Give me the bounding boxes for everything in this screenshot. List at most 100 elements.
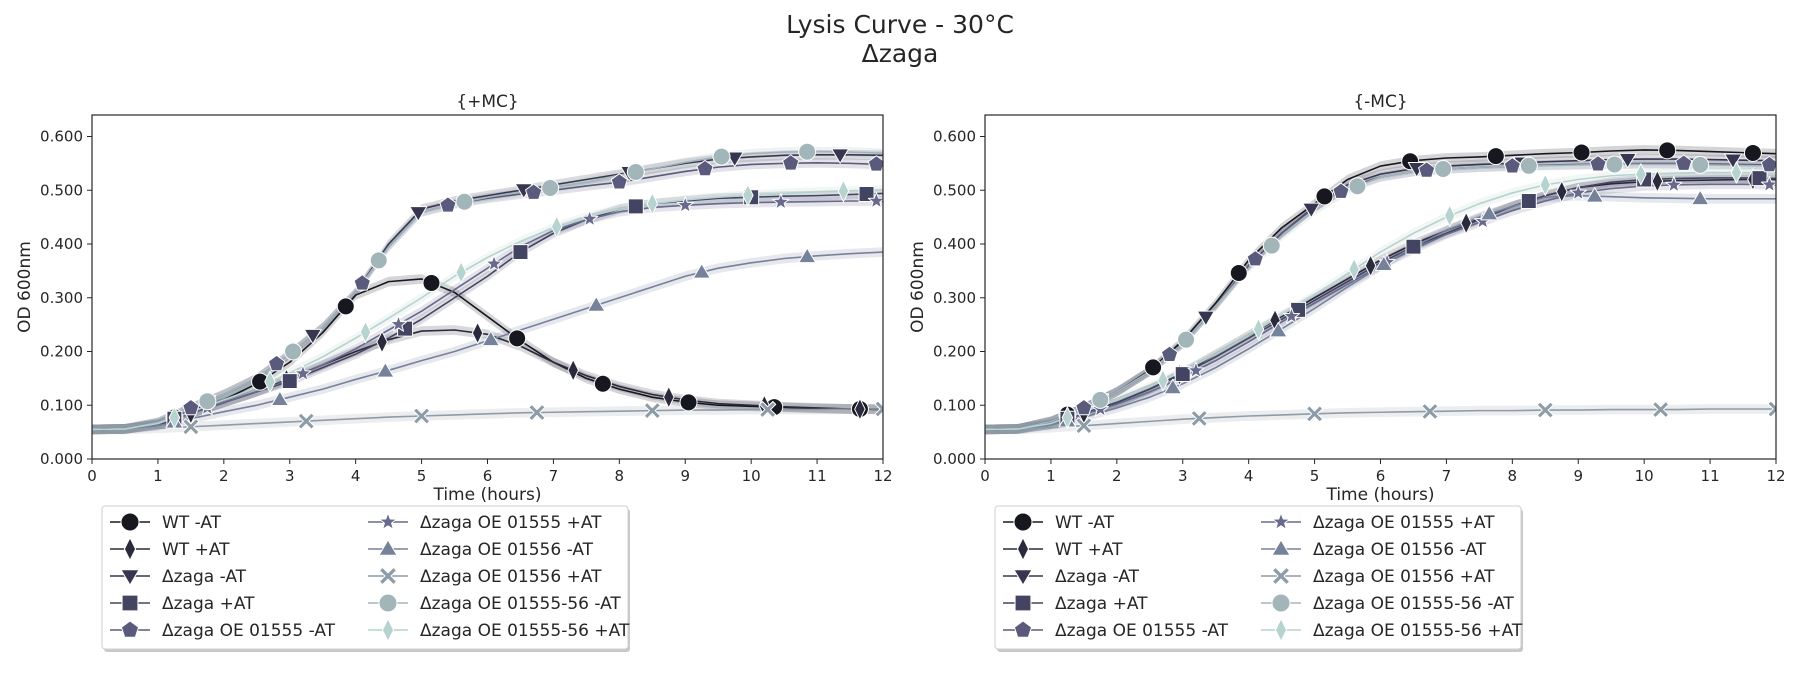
legend-item-wt-at: WT -AT [1003,512,1115,533]
legend-item-dzaga-oe-01555-at: Δzaga OE 01555 +AT [1261,512,1495,533]
x-axis-label: Time (hours) [1325,485,1434,505]
marker-dzaga-oe-01556-at [1421,402,1439,421]
x-tick-label: 7 [549,467,559,485]
marker-dzaga-at [1618,152,1637,169]
marker-dzaga-at [1302,202,1321,219]
y-tick-label: 0.300 [40,289,83,307]
x-tick-label: 9 [1573,467,1583,485]
marker-dzaga-oe-01555-at [581,210,599,227]
marker-dzaga-oe-01555-at [1187,361,1205,379]
marker-wt-at [1658,141,1677,160]
legend-label: Δzaga -AT [162,567,247,587]
y-tick-label: 0.100 [933,396,976,414]
legend-box [101,505,629,650]
marker-dzaga-oe-01556-at [182,418,200,436]
marker-dzaga-oe-01556-at [874,400,883,418]
legend-label: Δzaga OE 01556 -AT [420,540,594,560]
marker-wt-at [376,330,388,354]
marker-dzaga-oe-01555-at [696,159,714,177]
legend-item-dzaga-at: Δzaga -AT [110,567,247,587]
marker-dzaga-at [627,198,644,215]
legend-item-dzaga-oe-01555-at: Δzaga OE 01555 +AT [368,512,602,533]
line-dzaga-oe-01555-56-at [984,163,1776,431]
marker-dzaga-oe-01555-at [676,196,694,213]
marker-dzaga-oe-01555-at [1589,155,1607,172]
marker-dzaga-at [409,206,428,222]
marker-dzaga-oe-01555-56-at [550,215,563,238]
x-tick-label: 2 [219,467,229,485]
legend: WT -AT WT +AT Δzaga -AT Δzaga +AT Δzaga OE 0… [101,505,630,652]
band-dzaga-oe-01556-at [92,404,883,435]
marker-wt-at [422,273,441,292]
marker-dzaga-oe-01555-at [1332,182,1350,199]
legend-marker [378,539,398,556]
band-dzaga-oe-01555-56-at [92,185,883,435]
legend: WT -AT WT +AT Δzaga -AT Δzaga +AT Δzaga OE 0… [994,505,1523,652]
legend-item-dzaga-at: Δzaga +AT [1003,594,1148,614]
y-tick-label: 0.300 [933,289,976,307]
marker-dzaga-oe-01555-at [1282,307,1301,324]
marker-dzaga-oe-01556-at [1767,400,1776,418]
marker-dzaga-oe-01555-56-at [646,192,659,215]
marker-wt-at [1572,143,1591,162]
x-tick-label: 6 [483,467,493,485]
x-tick-label: 1 [1046,467,1056,485]
legend-label: Δzaga OE 01555 -AT [1055,621,1229,641]
x-tick-label: 0 [87,467,97,485]
x-tick-label: 0 [980,467,990,485]
legend-item-dzaga-at: Δzaga -AT [1003,567,1140,587]
figure-title: Lysis Curve - 30°C [786,10,1014,39]
legend-marker [1013,620,1033,638]
marker-dzaga-oe-01556-at [643,402,661,420]
marker-wt-at [1315,187,1334,206]
plot-area [92,115,883,459]
legend-item-dzaga-oe-01555-56-at: Δzaga OE 01555-56 +AT [368,618,630,642]
y-tick-label: 0.600 [40,128,83,146]
marker-dzaga-oe-01555-56-at [1434,160,1453,179]
marker-dzaga-at [1520,193,1537,209]
marker-dzaga-oe-01556-at [1585,187,1604,203]
marker-dzaga-oe-01556-at [1374,255,1393,272]
marker-dzaga-oe-01556-at [1536,401,1554,419]
marker-dzaga-oe-01555-56-at [712,147,731,166]
legend-marker [120,569,140,586]
marker-wt-at [471,321,484,345]
legend-marker [121,594,139,612]
marker-dzaga-oe-01555-at [782,154,800,171]
marker-dzaga-oe-01555-56-at [369,251,388,270]
legend-marker [1271,593,1291,613]
marker-dzaga-oe-01555-at [1503,157,1521,174]
marker-dzaga-oe-01555-at [353,274,371,291]
band-dzaga-oe-01556-at [985,404,1776,435]
legend-label: Δzaga OE 01555 +AT [420,513,602,533]
marker-wt-at [1556,180,1568,203]
legend-item-dzaga-oe-01555-at: Δzaga OE 01555 -AT [1003,620,1229,641]
marker-dzaga-oe-01555-56-at [168,406,181,429]
legend-marker [1271,512,1291,530]
marker-dzaga-oe-01556-at [1306,405,1324,423]
marker-dzaga-oe-01555-at [1760,155,1776,173]
marker-dzaga-oe-01555-56-at [359,320,372,344]
legend-label: Δzaga -AT [1055,567,1140,587]
legend-marker [120,512,140,532]
marker-wt-at [593,374,612,393]
y-axis-label: OD 600nm [908,241,928,333]
legend-marker [1013,512,1033,532]
x-tick-label: 1 [153,467,163,485]
legend-marker [1274,618,1288,642]
legend-label: Δzaga OE 01555-56 -AT [420,594,621,614]
x-tick-label: 3 [1178,467,1188,485]
legend-item-dzaga-oe-01556-at: Δzaga OE 01556 -AT [1261,539,1487,560]
legend-item-dzaga-oe-01555-56-at: Δzaga OE 01555-56 +AT [1261,618,1523,642]
marker-dzaga-oe-01555-56-at [264,370,276,393]
marker-dzaga-oe-01555-56-at [1157,369,1169,392]
marker-wt-at [1743,143,1762,162]
figure-subtitle: Δzaga [862,39,939,68]
marker-wt-at [679,393,698,412]
legend-label: Δzaga OE 01555-56 -AT [1313,594,1514,614]
marker-wt-at [567,359,579,382]
marker-dzaga-at [1724,153,1743,169]
marker-dzaga-oe-01556-at [1190,409,1208,427]
legend-marker [381,618,395,642]
marker-dzaga-oe-01555-at [867,155,883,172]
